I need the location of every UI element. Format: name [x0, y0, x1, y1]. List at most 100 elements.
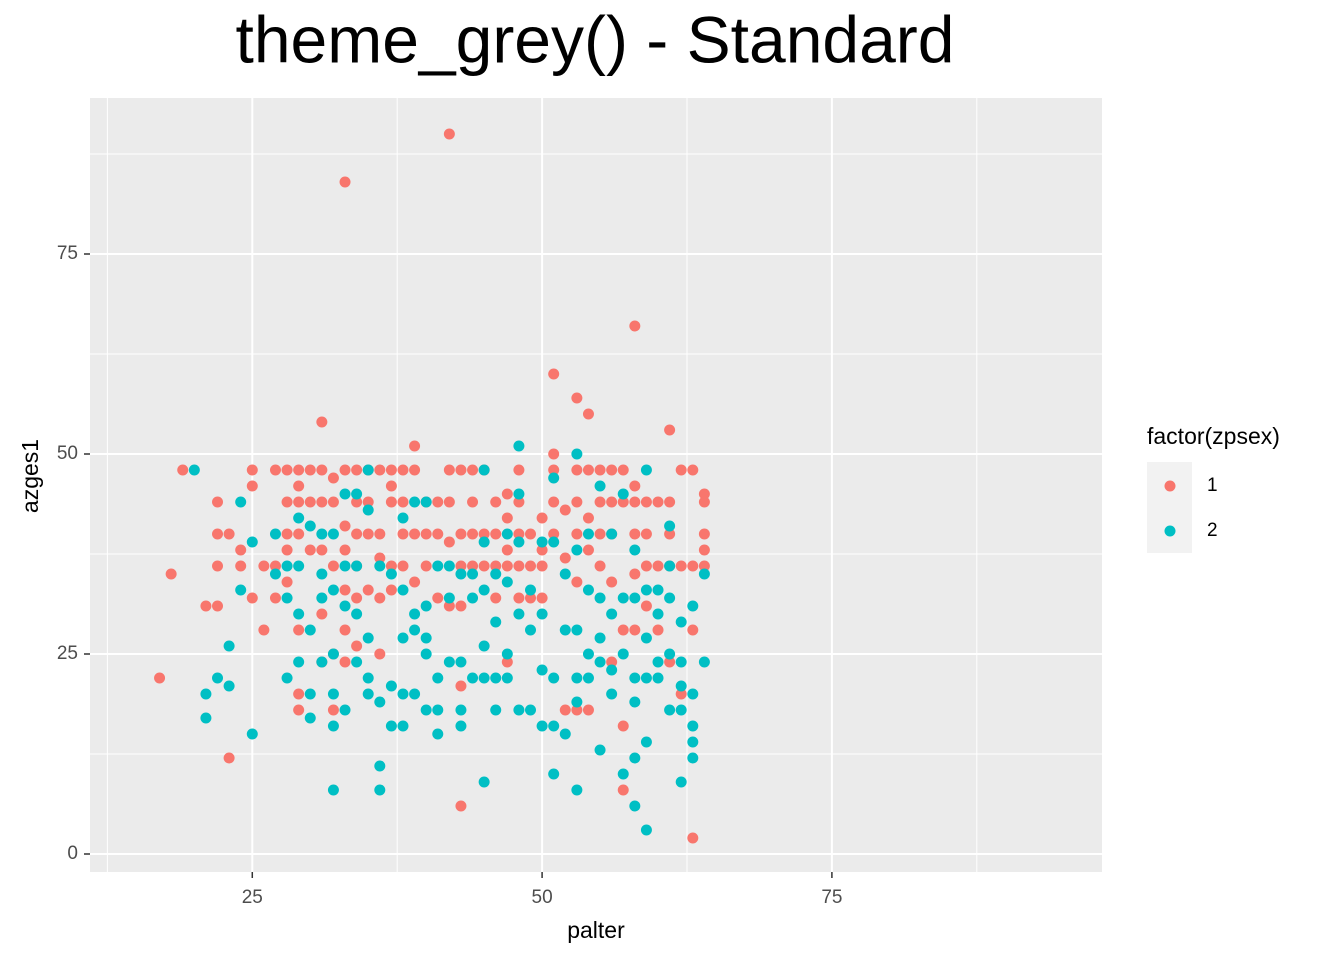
point [351, 608, 363, 620]
point [571, 672, 583, 684]
point [525, 528, 537, 540]
point [339, 520, 351, 532]
point [490, 496, 502, 508]
point [640, 632, 652, 644]
point [327, 560, 339, 572]
point [235, 544, 247, 556]
point [351, 656, 363, 668]
point [165, 568, 177, 580]
point [606, 656, 618, 668]
point [675, 776, 687, 788]
point [594, 464, 606, 476]
point [455, 720, 467, 732]
point [490, 704, 502, 716]
point [675, 464, 687, 476]
point [687, 832, 699, 844]
point [629, 800, 641, 812]
point [362, 464, 374, 476]
point [293, 528, 305, 540]
point [536, 544, 548, 556]
point [664, 648, 676, 660]
point [420, 496, 432, 508]
point [304, 464, 316, 476]
point [664, 704, 676, 716]
point [629, 696, 641, 708]
point [478, 536, 490, 548]
point [339, 464, 351, 476]
point [339, 704, 351, 716]
point [351, 488, 363, 500]
point [339, 544, 351, 556]
point [640, 584, 652, 596]
point [571, 784, 583, 796]
point [385, 568, 397, 580]
point [513, 488, 525, 500]
point [385, 464, 397, 476]
point [490, 528, 502, 540]
point [687, 600, 699, 612]
point [246, 592, 258, 604]
point [281, 576, 293, 588]
point [675, 616, 687, 628]
point [617, 784, 629, 796]
point [200, 688, 212, 700]
point [664, 656, 676, 668]
legend-marker [1164, 525, 1176, 537]
point [536, 608, 548, 620]
legend-title: factor(zpsex) [1147, 423, 1280, 449]
point [455, 680, 467, 692]
point [652, 624, 664, 636]
point [513, 592, 525, 604]
point [606, 496, 618, 508]
point [617, 464, 629, 476]
point [571, 704, 583, 716]
point [640, 824, 652, 836]
point [629, 320, 641, 332]
point [385, 560, 397, 572]
point [351, 528, 363, 540]
point [629, 496, 641, 508]
point [687, 560, 699, 572]
point [467, 592, 479, 604]
point [269, 568, 281, 580]
point [571, 696, 583, 708]
point [640, 600, 652, 612]
point [258, 560, 270, 572]
point [548, 528, 560, 540]
point [629, 624, 641, 636]
point [548, 464, 560, 476]
point [617, 488, 629, 500]
point [409, 464, 421, 476]
point [478, 560, 490, 572]
point [594, 560, 606, 572]
point [640, 528, 652, 540]
point [385, 720, 397, 732]
point [327, 784, 339, 796]
point [316, 568, 328, 580]
point [223, 680, 235, 692]
legend-label: 1 [1207, 475, 1218, 496]
point [548, 536, 560, 548]
point [374, 552, 386, 564]
point [455, 600, 467, 612]
point [397, 512, 409, 524]
point [594, 496, 606, 508]
point [327, 584, 339, 596]
point [536, 560, 548, 572]
point [606, 576, 618, 588]
point [316, 544, 328, 556]
y-tick-label: 0 [67, 843, 78, 864]
chart-title: theme_grey() - Standard [235, 2, 954, 76]
point [501, 656, 513, 668]
point [525, 592, 537, 604]
point [304, 688, 316, 700]
point [571, 448, 583, 460]
point [467, 496, 479, 508]
x-tick-label: 75 [821, 887, 842, 908]
point [432, 704, 444, 716]
point [640, 464, 652, 476]
point [293, 496, 305, 508]
point [559, 704, 571, 716]
point [316, 656, 328, 668]
point [501, 528, 513, 540]
